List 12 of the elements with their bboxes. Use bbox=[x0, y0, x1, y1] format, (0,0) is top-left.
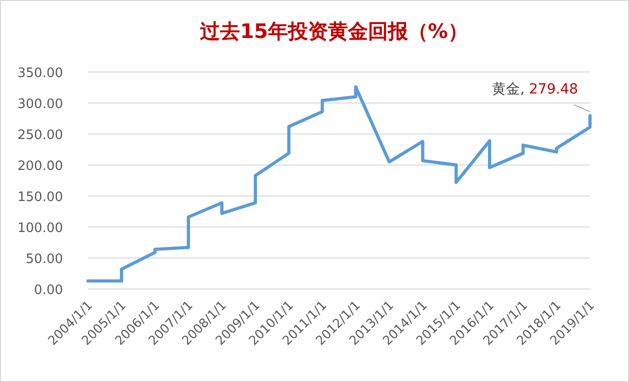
text: 黄金 bbox=[492, 82, 520, 98]
y-tick-label: 200.00 bbox=[18, 159, 63, 174]
y-tick-label: 300.00 bbox=[18, 97, 63, 112]
y-tick-label: 350.00 bbox=[18, 66, 63, 81]
y-tick-label: 50.00 bbox=[26, 252, 63, 267]
y-tick-label: 250.00 bbox=[18, 128, 63, 143]
data-label: 279.48 bbox=[529, 82, 578, 98]
y-tick-label: 100.00 bbox=[18, 221, 63, 236]
y-tick-label: 150.00 bbox=[18, 190, 63, 205]
chart-title: 过去15年投资黄金回报（%） bbox=[199, 19, 468, 43]
y-tick-label: 0.00 bbox=[34, 283, 63, 298]
annotation: , bbox=[520, 82, 529, 98]
